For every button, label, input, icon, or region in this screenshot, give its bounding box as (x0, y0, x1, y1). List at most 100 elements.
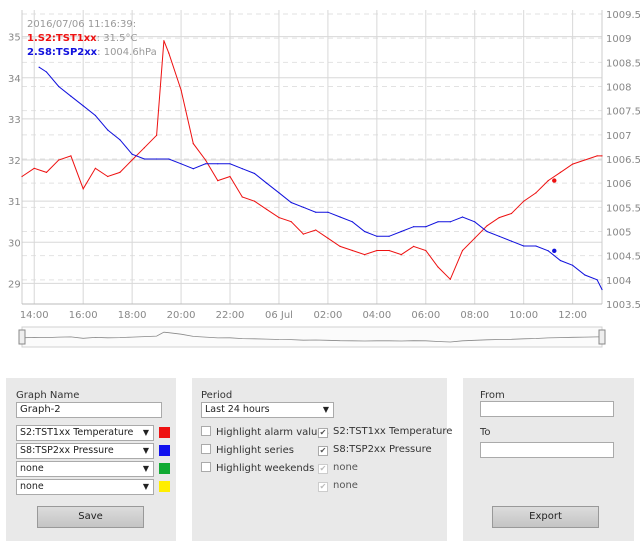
legend-series-1: 1.S2:TST1xx: 31.5°C (27, 33, 137, 44)
series-visible-checkbox-3[interactable]: ✔ none (318, 462, 358, 474)
data-point (107, 175, 109, 178)
series-color-swatch-1[interactable] (159, 427, 170, 438)
data-point (461, 249, 464, 252)
data-point (596, 279, 598, 281)
series-visible-checkbox-2[interactable]: ✔ S8:TSP2xx Pressure (318, 444, 432, 456)
checkmark-icon: ✔ (318, 482, 328, 492)
navigator-right-handle (598, 329, 606, 345)
period-select[interactable]: Last 24 hours ▼ (201, 402, 334, 418)
data-point (266, 208, 268, 210)
graph-name-input[interactable]: Graph-2 (16, 402, 162, 418)
x-tick-label: 08:00 (460, 310, 489, 321)
series-visible-checkbox-4[interactable]: ✔ none (318, 480, 358, 492)
data-point (192, 168, 194, 170)
checkbox-unchecked-icon (201, 426, 211, 436)
data-point (241, 196, 243, 198)
chevron-down-icon: ▼ (142, 428, 149, 437)
data-point (217, 163, 219, 165)
legend-series-2-value: 1004.6hPa (104, 47, 157, 58)
series-color-swatch-4[interactable] (159, 481, 170, 492)
data-point (559, 171, 562, 173)
x-tick-label: 20:00 (167, 310, 196, 321)
highlight-alarm-label: Highlight alarm values (216, 427, 329, 438)
data-point (156, 134, 158, 136)
y-right-tick-label: 1003.5 (606, 300, 640, 311)
series-color-swatch-2[interactable] (159, 445, 170, 456)
data-point (58, 159, 60, 161)
data-point (119, 139, 121, 141)
data-point (351, 221, 353, 223)
y-right-tick-label: 1006 (606, 179, 631, 190)
series-visible-label-4: none (333, 480, 358, 491)
y-left-tick-label: 33 (8, 115, 21, 126)
data-point (413, 226, 415, 228)
data-point (163, 40, 165, 42)
series-visible-label-3: none (333, 462, 358, 473)
x-tick-label: 06:00 (411, 310, 440, 321)
highlight-series-checkbox[interactable]: Highlight series (201, 444, 294, 456)
y-right-tick-label: 1005.5 (606, 203, 640, 214)
series-select-3[interactable]: none ▼ (16, 461, 154, 477)
data-point (339, 216, 341, 218)
highlight-weekends-checkbox[interactable]: Highlight weekends (201, 462, 314, 474)
data-point (400, 230, 402, 233)
data-point (559, 259, 562, 262)
data-point (253, 200, 256, 202)
data-point (449, 278, 451, 280)
period-label: Period (201, 390, 233, 401)
range-navigator[interactable] (18, 326, 606, 348)
y-right-tick-label: 1009 (606, 34, 631, 45)
data-point (204, 163, 207, 165)
period-panel: Period Last 24 hours ▼ Highlight alarm va… (192, 378, 452, 541)
y-right-tick-label: 1009.5 (606, 10, 640, 21)
to-date-input[interactable] (480, 442, 614, 458)
data-point (192, 143, 194, 145)
data-point (94, 167, 96, 169)
data-point (572, 163, 574, 165)
y-left-tick-label: 32 (8, 156, 21, 167)
export-button[interactable]: Export (492, 506, 599, 528)
data-point (523, 200, 525, 202)
data-point (327, 237, 329, 239)
data-point (278, 192, 280, 194)
data-point (425, 249, 427, 252)
data-point (376, 249, 378, 252)
series-select-1[interactable]: S2:TST1xx Temperature ▼ (16, 425, 154, 441)
data-point (107, 129, 109, 131)
data-point (535, 192, 537, 194)
data-point (58, 85, 60, 88)
series-select-4[interactable]: none ▼ (16, 479, 154, 495)
y-left-tick-label: 34 (8, 74, 21, 85)
x-tick-label: 22:00 (216, 310, 245, 321)
data-point (94, 114, 96, 117)
save-button[interactable]: Save (37, 506, 144, 528)
data-point (168, 52, 170, 54)
cursor-marker-2 (552, 248, 557, 254)
data-point (315, 211, 317, 213)
series-select-2[interactable]: S8:TSP2xx Pressure ▼ (16, 443, 154, 459)
legend-series-1-value: 31.5°C (103, 33, 137, 44)
highlight-alarm-checkbox[interactable]: Highlight alarm values (201, 426, 329, 438)
data-point (461, 216, 464, 218)
data-point (38, 66, 40, 68)
data-point (229, 163, 231, 165)
data-point (45, 171, 48, 173)
data-point (535, 245, 537, 247)
series-color-swatch-3[interactable] (159, 463, 170, 474)
data-point (364, 230, 366, 233)
checkmark-icon: ✔ (318, 464, 328, 474)
data-point (82, 188, 84, 190)
data-point (143, 147, 145, 149)
data-point (388, 235, 390, 237)
series-select-1-value: S2:TST1xx Temperature (20, 427, 134, 438)
data-point (290, 221, 292, 223)
data-point (143, 158, 145, 160)
y-left-tick-label: 29 (8, 279, 21, 290)
series-visible-checkbox-1[interactable]: ✔ S2:TST1xx Temperature (318, 426, 452, 438)
data-point (131, 159, 133, 161)
from-date-input[interactable] (480, 401, 614, 417)
cursor-marker-1 (552, 178, 557, 183)
y-right-tick-label: 1007 (606, 131, 631, 142)
data-point (119, 171, 121, 173)
data-point (547, 250, 549, 252)
